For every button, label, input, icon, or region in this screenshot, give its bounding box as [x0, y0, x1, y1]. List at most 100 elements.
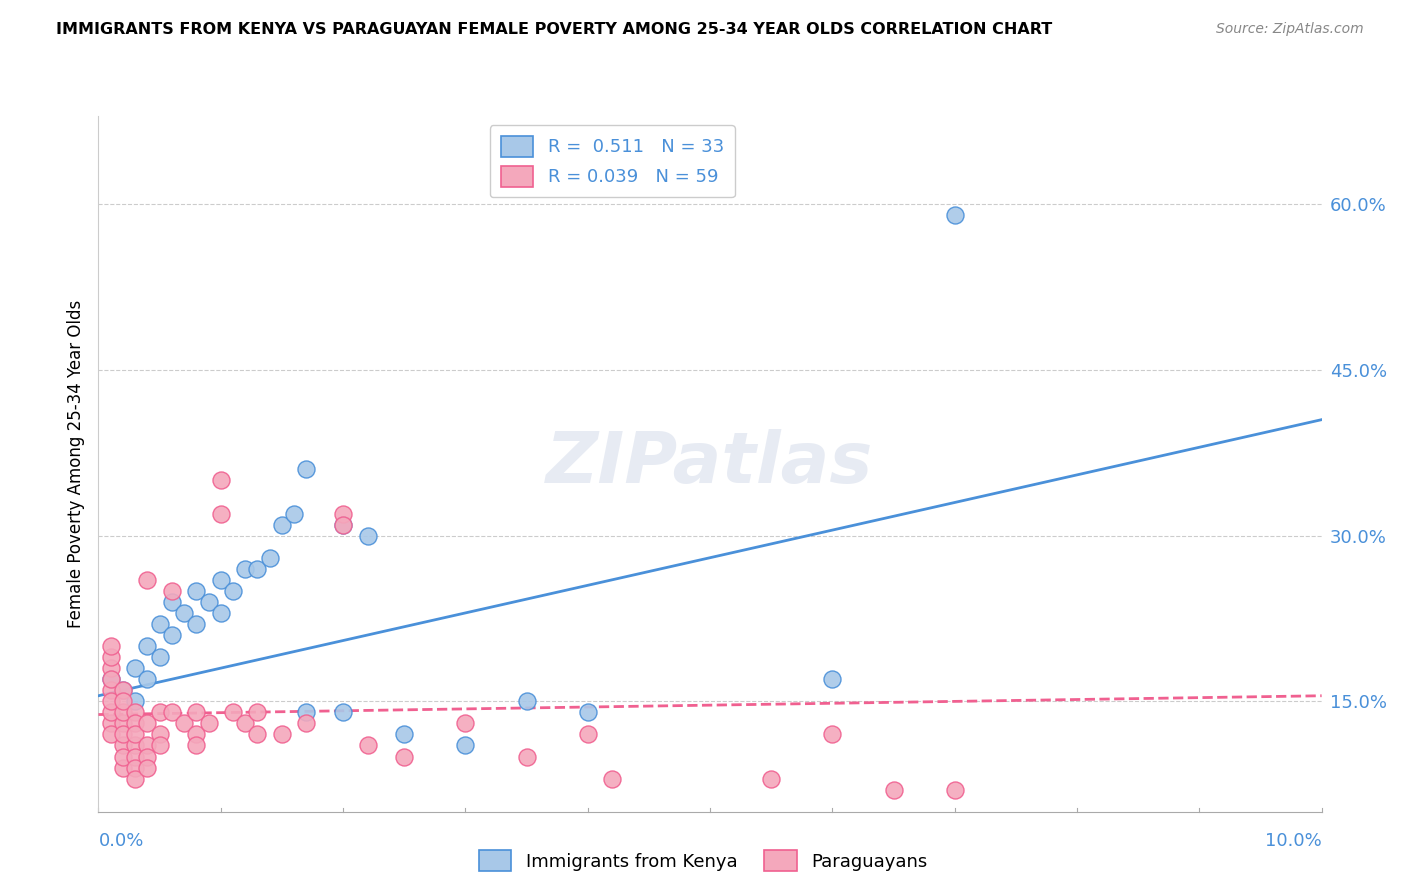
Point	[197, 595, 219, 609]
Point	[100, 683, 122, 698]
Point	[136, 716, 159, 731]
Point	[270, 517, 292, 532]
Point	[124, 749, 146, 764]
Point	[111, 683, 134, 698]
Text: IMMIGRANTS FROM KENYA VS PARAGUAYAN FEMALE POVERTY AMONG 25-34 YEAR OLDS CORRELA: IMMIGRANTS FROM KENYA VS PARAGUAYAN FEMA…	[56, 22, 1053, 37]
Point	[943, 208, 966, 222]
Point	[197, 716, 219, 731]
Point	[454, 739, 477, 753]
Point	[295, 706, 318, 720]
Point	[149, 706, 172, 720]
Point	[124, 706, 146, 720]
Point	[111, 716, 134, 731]
Point	[160, 583, 183, 598]
Point	[100, 706, 122, 720]
Point	[600, 772, 623, 786]
Point	[209, 606, 232, 620]
Point	[821, 672, 844, 686]
Point	[149, 617, 172, 632]
Text: 10.0%: 10.0%	[1265, 831, 1322, 849]
Point	[576, 727, 599, 741]
Point	[124, 716, 146, 731]
Point	[454, 716, 477, 731]
Point	[100, 672, 122, 686]
Point	[111, 760, 134, 774]
Point	[111, 749, 134, 764]
Text: ZIPatlas: ZIPatlas	[547, 429, 873, 499]
Point	[136, 672, 159, 686]
Point	[124, 739, 146, 753]
Point	[332, 706, 354, 720]
Point	[246, 562, 269, 576]
Point	[111, 727, 134, 741]
Point	[883, 782, 905, 797]
Point	[100, 672, 122, 686]
Point	[186, 727, 208, 741]
Point	[356, 739, 378, 753]
Legend: Immigrants from Kenya, Paraguayans: Immigrants from Kenya, Paraguayans	[471, 843, 935, 879]
Legend: R =  0.511   N = 33, R = 0.039   N = 59: R = 0.511 N = 33, R = 0.039 N = 59	[489, 125, 734, 197]
Text: Source: ZipAtlas.com: Source: ZipAtlas.com	[1216, 22, 1364, 37]
Point	[186, 739, 208, 753]
Y-axis label: Female Poverty Among 25-34 Year Olds: Female Poverty Among 25-34 Year Olds	[66, 300, 84, 628]
Point	[576, 706, 599, 720]
Point	[233, 562, 256, 576]
Point	[136, 639, 159, 653]
Point	[124, 694, 146, 708]
Point	[173, 606, 195, 620]
Point	[356, 528, 378, 542]
Point	[516, 749, 538, 764]
Point	[160, 628, 183, 642]
Point	[222, 583, 245, 598]
Point	[173, 716, 195, 731]
Point	[100, 716, 122, 731]
Point	[295, 716, 318, 731]
Point	[821, 727, 844, 741]
Point	[209, 507, 232, 521]
Point	[149, 727, 172, 741]
Point	[111, 683, 134, 698]
Point	[259, 550, 281, 565]
Point	[160, 706, 183, 720]
Point	[136, 760, 159, 774]
Point	[124, 772, 146, 786]
Point	[332, 507, 354, 521]
Point	[392, 749, 416, 764]
Text: 0.0%: 0.0%	[98, 831, 143, 849]
Point	[160, 595, 183, 609]
Point	[186, 583, 208, 598]
Point	[100, 650, 122, 665]
Point	[209, 573, 232, 587]
Point	[100, 727, 122, 741]
Point	[111, 739, 134, 753]
Point	[136, 739, 159, 753]
Point	[186, 706, 208, 720]
Point	[124, 760, 146, 774]
Point	[136, 573, 159, 587]
Point	[100, 639, 122, 653]
Point	[233, 716, 256, 731]
Point	[100, 661, 122, 675]
Point	[149, 739, 172, 753]
Point	[186, 617, 208, 632]
Point	[209, 474, 232, 488]
Point	[124, 661, 146, 675]
Point	[270, 727, 292, 741]
Point	[943, 782, 966, 797]
Point	[392, 727, 416, 741]
Point	[295, 462, 318, 476]
Point	[332, 517, 354, 532]
Point	[332, 517, 354, 532]
Point	[516, 694, 538, 708]
Point	[100, 694, 122, 708]
Point	[124, 727, 146, 741]
Point	[283, 507, 305, 521]
Point	[246, 706, 269, 720]
Point	[136, 749, 159, 764]
Point	[111, 694, 134, 708]
Point	[759, 772, 782, 786]
Point	[149, 650, 172, 665]
Point	[222, 706, 245, 720]
Point	[111, 706, 134, 720]
Point	[246, 727, 269, 741]
